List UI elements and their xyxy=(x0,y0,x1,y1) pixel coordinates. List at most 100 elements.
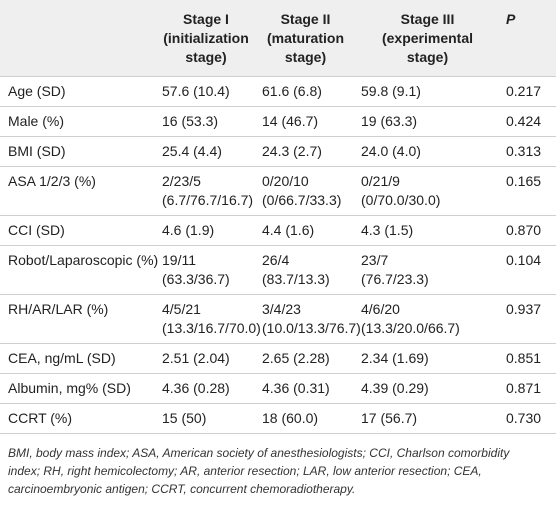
header-cell: Stage I (initialization stage) xyxy=(156,0,256,77)
row-label: Male (%) xyxy=(0,106,156,137)
cell-line: 3/4/23 xyxy=(262,301,301,317)
cell: 14 (46.7) xyxy=(256,106,355,137)
cell-line: 24.3 (2.7) xyxy=(262,143,322,159)
cell: 4.3 (1.5) xyxy=(355,215,500,246)
cell: 0.217 xyxy=(500,76,556,107)
cell-line: 59.8 (9.1) xyxy=(361,83,421,99)
cell: 4.36 (0.28) xyxy=(156,373,256,404)
cell-line: Stage I xyxy=(183,11,229,27)
row-label: RH/AR/LAR (%) xyxy=(0,294,156,344)
cell: 26/4 (83.7/13.3) xyxy=(256,245,355,295)
row-label: Age (SD) xyxy=(0,76,156,107)
table-body: Age (SD) 57.6 (10.4) 61.6 (6.8) 59.8 (9.1) 0… xyxy=(0,76,556,434)
cell-line: stage) xyxy=(185,49,227,65)
header-cell: Stage III (experimental stage) xyxy=(355,0,500,77)
cell-line: Albumin, mg% (SD) xyxy=(8,380,131,396)
cell-line: 18 (60.0) xyxy=(262,410,319,426)
cell: 4.4 (1.6) xyxy=(256,215,355,246)
cell: 19 (63.3) xyxy=(355,106,500,137)
cell-line: 4.36 (0.31) xyxy=(262,380,330,396)
cell: 3/4/23 (10.0/13.3/76.7) xyxy=(256,294,361,344)
cell: 0/20/10 (0/66.7/33.3) xyxy=(256,166,355,216)
cell-line: CEA, ng/mL (SD) xyxy=(8,350,116,366)
table-row: Male (%) 16 (53.3) 14 (46.7) 19 (63.3) 0.424 xyxy=(0,106,556,137)
cell-line: CCRT (%) xyxy=(8,410,73,426)
cell: 4.6 (1.9) xyxy=(156,215,256,246)
cell-line: 14 (46.7) xyxy=(262,113,319,129)
cell: 4/5/21 (13.3/16.7/70.0) xyxy=(156,294,261,344)
cell: 0.313 xyxy=(500,136,556,167)
cell: 17 (56.7) xyxy=(355,403,500,434)
cell-line: 15 (50) xyxy=(162,410,207,426)
cell: 57.6 (10.4) xyxy=(156,76,256,107)
cell: 4/6/20 (13.3/20.0/66.7) xyxy=(355,294,500,344)
cell: 19/11 (63.3/36.7) xyxy=(156,245,256,295)
cell-line: 2.34 (1.69) xyxy=(361,350,429,366)
cell-line: 0.165 xyxy=(506,173,542,189)
header-row: Stage I (initialization stage) Stage II (mat… xyxy=(0,0,556,77)
table-row: Age (SD) 57.6 (10.4) 61.6 (6.8) 59.8 (9.1) 0… xyxy=(0,76,556,107)
cell-line: Robot/Laparoscopic (%) xyxy=(8,252,159,268)
cell-line: (10.0/13.3/76.7) xyxy=(262,320,361,336)
cell: 0.937 xyxy=(500,294,556,344)
cell-line: 0.217 xyxy=(506,83,542,99)
cell-line: 61.6 (6.8) xyxy=(262,83,322,99)
cell: 0.870 xyxy=(500,215,556,246)
cell-line: (experimental xyxy=(381,30,474,46)
cell: 0.871 xyxy=(500,373,556,404)
table-row: Robot/Laparoscopic (%) 19/11 (63.3/36.7) 26… xyxy=(0,245,556,295)
cell-line: 0.871 xyxy=(506,380,542,396)
cell-line: Age (SD) xyxy=(8,83,66,99)
data-table: Stage I (initialization stage) Stage II (mat… xyxy=(0,0,556,434)
cell-line: (13.3/16.7/70.0) xyxy=(162,320,261,336)
cell: 2/23/5 (6.7/76.7/16.7) xyxy=(156,166,256,216)
cell: 0.424 xyxy=(500,106,556,137)
table-row: RH/AR/LAR (%) 4/5/21 (13.3/16.7/70.0) 3/4/2… xyxy=(0,294,556,344)
cell-line: 17 (56.7) xyxy=(361,410,418,426)
cell-line: 4.3 (1.5) xyxy=(361,222,414,238)
cell-line: 0.851 xyxy=(506,350,542,366)
table-row: CCI (SD) 4.6 (1.9) 4.4 (1.6) 4.3 (1.5) 0.870 xyxy=(0,215,556,246)
cell-line: Male (%) xyxy=(8,113,65,129)
header-cell: Stage II (maturation stage) xyxy=(256,0,355,77)
cell-line: stage) xyxy=(284,49,327,65)
table-row: Albumin, mg% (SD) 4.36 (0.28) 4.36 (0.31) 4… xyxy=(0,373,556,404)
cell: 2.65 (2.28) xyxy=(256,343,355,374)
cell: 0.730 xyxy=(500,403,556,434)
cell: 23/7 (76.7/23.3) xyxy=(355,245,500,295)
cell: 16 (53.3) xyxy=(156,106,256,137)
table-row: ASA 1/2/3 (%) 2/23/5 (6.7/76.7/16.7) 0/20/1… xyxy=(0,166,556,216)
cell-line: 0.937 xyxy=(506,301,542,317)
cell-line: (initialization xyxy=(163,30,249,46)
cell-line: 26/4 xyxy=(262,252,290,268)
cell-line: 2/23/5 xyxy=(162,173,201,189)
cell-line: CCI (SD) xyxy=(8,222,65,238)
cell-line: 4.39 (0.29) xyxy=(361,380,429,396)
row-label: CCI (SD) xyxy=(0,215,156,246)
cell-line: (76.7/23.3) xyxy=(361,271,429,287)
cell-line: 4.6 (1.9) xyxy=(162,222,215,238)
row-label: CCRT (%) xyxy=(0,403,156,434)
cell: 4.36 (0.31) xyxy=(256,373,355,404)
cell-line: 0/21/9 xyxy=(361,173,400,189)
table-row: CCRT (%) 15 (50) 18 (60.0) 17 (56.7) 0.730 xyxy=(0,403,556,434)
cell-line: 0.424 xyxy=(506,113,542,129)
cell-line: 19/11 xyxy=(162,252,196,268)
cell-line: 0.870 xyxy=(506,222,542,238)
cell: 25.4 (4.4) xyxy=(156,136,256,167)
row-label: ASA 1/2/3 (%) xyxy=(0,166,156,216)
header-cell xyxy=(0,0,156,77)
cell-line: 25.4 (4.4) xyxy=(162,143,222,159)
cell-line: 19 (63.3) xyxy=(361,113,418,129)
cell-line: Stage III xyxy=(400,11,455,27)
cell: 0.165 xyxy=(500,166,556,216)
cell: 2.34 (1.69) xyxy=(355,343,500,374)
row-label: Albumin, mg% (SD) xyxy=(0,373,156,404)
cell-line: 4/5/21 xyxy=(162,301,201,317)
cell-line: (0/70.0/30.0) xyxy=(361,192,441,208)
cell: 0.104 xyxy=(500,245,556,295)
cell-line: BMI (SD) xyxy=(8,143,66,159)
cell-line: Stage II xyxy=(280,11,331,27)
cell: 0/21/9 (0/70.0/30.0) xyxy=(355,166,500,216)
cell-line: (6.7/76.7/16.7) xyxy=(162,192,254,208)
